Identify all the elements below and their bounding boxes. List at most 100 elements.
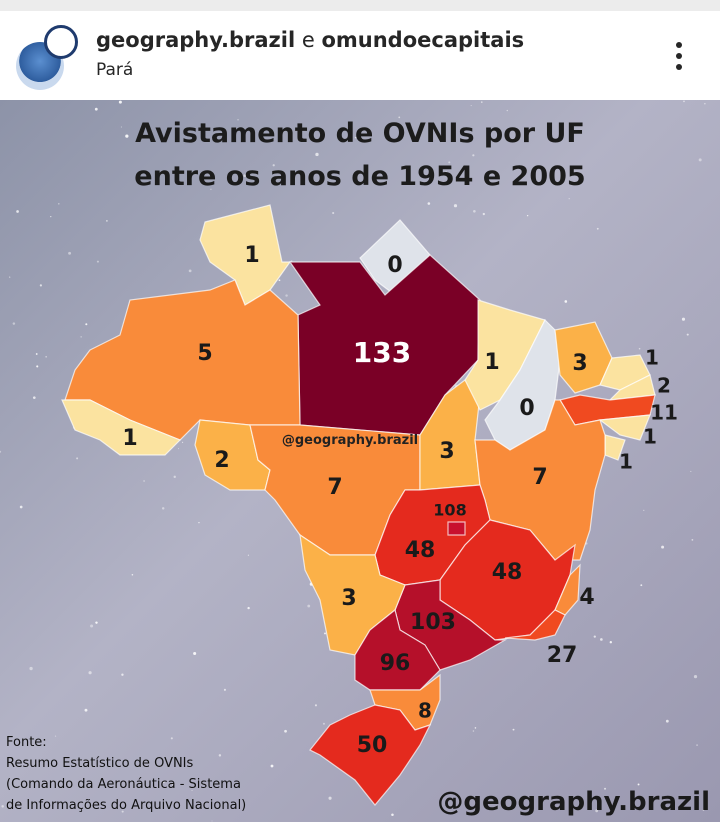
star	[29, 666, 33, 671]
map-title: entre os anos de 1954 e 2005	[134, 161, 585, 192]
state-value: 3	[341, 586, 356, 611]
star	[173, 475, 176, 479]
state-value: 0	[519, 396, 534, 421]
watermark: @geography.brazil	[437, 787, 710, 817]
state	[354, 608, 441, 691]
star	[324, 632, 326, 635]
star	[96, 260, 99, 263]
star	[54, 735, 57, 737]
star	[68, 251, 72, 255]
star	[332, 211, 335, 215]
star	[314, 704, 318, 707]
star	[307, 604, 311, 608]
star	[482, 212, 485, 216]
star	[470, 105, 472, 107]
star	[568, 197, 570, 200]
star	[564, 300, 568, 303]
state-value: 1	[484, 350, 499, 375]
star	[90, 624, 94, 628]
star	[243, 174, 247, 177]
star	[211, 820, 213, 822]
star	[223, 688, 226, 691]
star	[198, 522, 200, 524]
star	[690, 470, 692, 472]
states	[61, 204, 656, 806]
star	[191, 790, 193, 792]
star	[391, 813, 394, 816]
star	[683, 100, 685, 103]
star	[448, 161, 451, 164]
star	[472, 730, 475, 732]
state-value: 2	[214, 448, 229, 473]
state-value: 5	[197, 341, 212, 366]
star	[121, 673, 124, 676]
star	[106, 220, 108, 222]
star	[237, 119, 239, 121]
state-value: 8	[418, 699, 432, 723]
star	[36, 365, 39, 368]
state-value: 1	[244, 243, 259, 268]
star	[702, 809, 705, 812]
state-value: 1	[619, 450, 633, 474]
star	[661, 545, 665, 549]
star	[76, 457, 79, 460]
star	[643, 509, 645, 512]
star	[32, 396, 36, 399]
state-value: 4	[579, 585, 594, 610]
star	[84, 708, 88, 712]
state-value: 7	[532, 465, 547, 490]
star	[272, 164, 275, 167]
star	[16, 210, 19, 213]
state-value: 1	[645, 346, 659, 370]
star	[427, 202, 431, 205]
state	[598, 414, 651, 441]
star	[170, 737, 173, 740]
watermark: @geography.brazil	[282, 433, 418, 448]
avatar-badge[interactable]	[44, 25, 78, 59]
state-value: 103	[410, 610, 456, 635]
star	[125, 134, 129, 138]
state-value: 108	[433, 501, 466, 520]
source: (Comando da Aeronáutica - Sistema	[6, 777, 241, 792]
star	[600, 638, 603, 641]
state	[61, 399, 182, 456]
star	[118, 100, 122, 104]
state-value: 1	[122, 426, 137, 451]
state	[554, 563, 581, 616]
map-title: Avistamento de OVNIs por UF	[135, 118, 585, 149]
star	[665, 719, 669, 723]
star	[686, 333, 689, 336]
state-value: 0	[387, 253, 402, 278]
star	[193, 651, 197, 656]
star	[593, 635, 596, 638]
star	[278, 279, 281, 282]
star	[472, 154, 475, 157]
star	[473, 209, 476, 213]
state	[309, 704, 432, 806]
location[interactable]: Pará	[96, 60, 134, 80]
star	[284, 729, 287, 733]
star	[315, 152, 319, 157]
star	[354, 136, 357, 139]
more-button[interactable]	[676, 42, 684, 75]
source: Fonte:	[6, 735, 47, 750]
state-value: 3	[439, 439, 454, 464]
state-value: 50	[357, 733, 388, 758]
star	[88, 671, 92, 675]
star	[247, 554, 250, 556]
state-value: 48	[405, 538, 436, 563]
star	[637, 783, 640, 786]
star	[35, 353, 38, 355]
star	[162, 781, 165, 784]
username[interactable]: omundoecapitais	[321, 28, 525, 52]
star	[143, 480, 145, 482]
source: Resumo Estatístico de OVNIs	[6, 756, 194, 771]
star	[638, 347, 641, 350]
star	[9, 276, 11, 278]
star	[609, 641, 612, 644]
star	[474, 727, 477, 729]
state-value: 96	[380, 651, 411, 676]
star	[696, 744, 698, 746]
username[interactable]: geography.brazil	[96, 28, 296, 52]
